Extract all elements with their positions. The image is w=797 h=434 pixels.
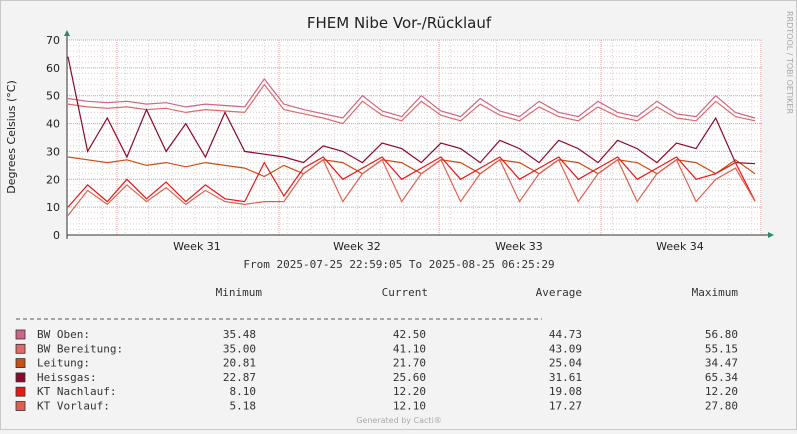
legend-value-average: 31.61 (549, 371, 582, 384)
y-tick-label: 60 (46, 62, 60, 75)
footer-credit: Generated by Cacti® (356, 416, 442, 425)
legend: BW Oben: 35.48 42.50 44.73 56.80 BW Bereitung… (15, 328, 738, 413)
legend-swatch (15, 358, 26, 369)
plot-area (67, 40, 762, 235)
series-group (67, 56, 756, 216)
series-line-5 (67, 158, 756, 216)
legend-value-current: 12.20 (393, 385, 426, 398)
y-tick-label: 30 (46, 145, 60, 158)
legend-series-name: BW Bereitung: (37, 342, 123, 355)
legend-value-average: 44.73 (549, 328, 582, 341)
legend-header-average: Average (536, 286, 582, 299)
legend-swatch (15, 372, 26, 383)
legend-value-current: 21.70 (393, 357, 426, 370)
x-tick-label: Week 32 (333, 240, 381, 253)
legend-series-name: KT Nachlauf: (37, 385, 116, 398)
x-tick-label: Week 34 (656, 240, 704, 253)
legend-value-current: 42.50 (393, 328, 426, 341)
legend-value-minimum: 20.81 (223, 357, 256, 370)
y-tick-label: 0 (53, 229, 60, 242)
legend-header-minimum: Minimum (216, 286, 263, 299)
legend-value-minimum: 8.10 (230, 385, 257, 398)
x-axis-arrow (768, 232, 774, 238)
y-tick-label: 20 (46, 173, 60, 186)
legend-value-average: 17.27 (549, 400, 582, 413)
series-line-1 (67, 83, 756, 125)
series-line-4 (67, 156, 756, 208)
y-tick-label: 70 (46, 34, 60, 47)
legend-value-average: 43.09 (549, 342, 582, 355)
y-tick-label: 40 (46, 118, 60, 131)
series-line-0 (67, 77, 756, 119)
axes: 0 10 20 30 40 50 60 70 Week 31 Week 32 Week 33 Week… (46, 30, 774, 253)
legend-swatch (15, 329, 26, 340)
legend-swatch (15, 401, 26, 411)
date-range: From 2025-07-25 22:59:05 To 2025-08-25 0… (243, 258, 554, 271)
legend-value-maximum: 12.20 (705, 385, 738, 398)
legend-value-current: 12.10 (393, 400, 426, 413)
y-axis-label: Degrees Celsius (°C) (5, 80, 18, 194)
legend-series-name: BW Oben: (37, 328, 90, 341)
chart-title: FHEM Nibe Vor-/Rücklauf (307, 14, 492, 32)
legend-value-current: 25.60 (393, 371, 426, 384)
y-tick-label: 10 (46, 201, 60, 214)
legend-value-minimum: 35.00 (223, 342, 256, 355)
side-label: RRDTOOL / TOBI OETIKER (785, 11, 794, 114)
legend-value-maximum: 55.15 (705, 342, 738, 355)
legend-header-maximum: Maximum (692, 286, 739, 299)
x-tick-label: Week 31 (173, 240, 221, 253)
legend-value-minimum: 35.48 (223, 328, 256, 341)
x-tick-label: Week 33 (495, 240, 543, 253)
legend-series-name: KT Vorlauf: (37, 400, 110, 413)
y-tick-label: 50 (46, 90, 60, 103)
legend-value-average: 19.08 (549, 385, 582, 398)
series-line-3 (67, 56, 756, 165)
legend-value-maximum: 56.80 (705, 328, 738, 341)
legend-value-maximum: 34.47 (705, 357, 738, 370)
legend-value-minimum: 22.87 (223, 371, 256, 384)
legend-series-name: Heissgas: (37, 371, 97, 384)
legend-value-minimum: 5.18 (230, 400, 257, 413)
legend-value-average: 25.04 (549, 357, 582, 370)
series-line-2 (67, 156, 756, 178)
legend-value-maximum: 27.80 (705, 400, 738, 413)
y-axis-arrow (64, 30, 70, 36)
legend-value-current: 41.10 (393, 342, 426, 355)
legend-swatch (15, 386, 26, 397)
legend-value-maximum: 65.34 (705, 371, 738, 384)
legend-header-current: Current (382, 286, 428, 299)
legend-series-name: Leitung: (37, 357, 90, 370)
legend-swatch (15, 343, 26, 354)
